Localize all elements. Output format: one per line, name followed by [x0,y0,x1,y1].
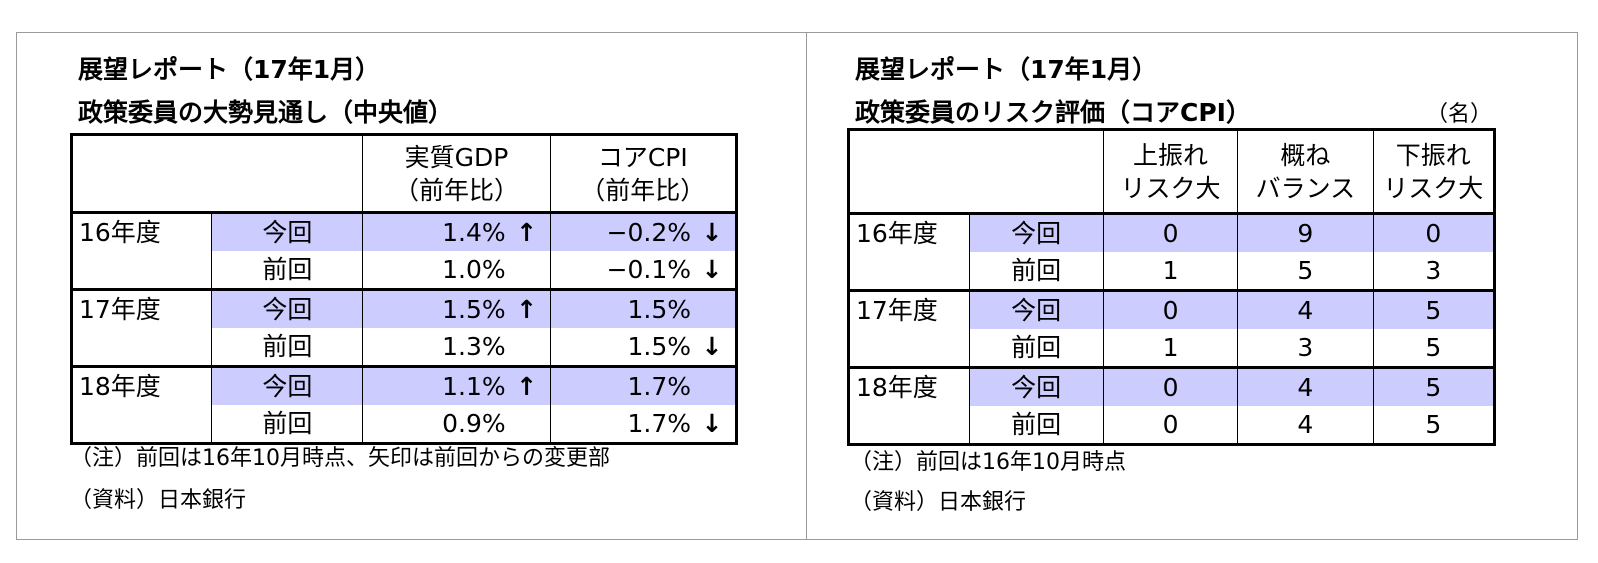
cpi-value: 1.5% [549,289,739,328]
cpi-value: −0.2% ↓ [549,212,739,251]
gdp-value: 1.1% ↑ [362,366,551,405]
figure-frame [16,32,1578,540]
current-label: 今回 [968,290,1104,329]
gdp-header: 実質GDP （前年比） [362,133,551,214]
right-title-line1: 展望レポート（17年1月） [855,55,1158,84]
downside-risk-header: 下振れ リスク大 [1372,128,1497,215]
table-row: 前回 1.3% 1.5% ↓ [72,328,739,368]
year-label: 17年度 [69,289,212,368]
upside-count: 0 [1102,213,1238,252]
table-row: 16年度 今回 0 9 0 [847,213,1497,292]
left-title-line2: 政策委員の大勢見通し（中央値） [78,98,454,127]
balanced-count: 9 [1237,213,1374,252]
downside-count: 5 [1372,329,1497,369]
gdp-value: 0.9% [362,405,551,445]
balanced-count: 3 [1237,329,1374,369]
table-row: 前回 0 4 5 [849,406,1497,446]
gdp-value: 1.5% ↑ [362,289,551,328]
table-row: 16年度 今回 1.4% ↑ −0.2% ↓ [69,212,739,291]
upside-count: 0 [1102,367,1238,406]
gdp-value: 1.4% ↑ [362,212,551,251]
down-arrow-icon: ↓ [701,218,723,247]
right-note: （注）前回は16年10月時点 [850,450,1126,475]
gdp-value: 1.3% [362,328,551,368]
upside-count: 0 [1102,290,1238,329]
down-arrow-icon: ↓ [701,332,723,361]
balanced-header: 概ね バランス [1237,128,1374,215]
risk-header-row: 上振れ リスク大 概ね バランス 下振れ リスク大 [847,128,1497,215]
panel-divider [806,32,807,540]
upside-count: 1 [1102,252,1238,292]
left-title-line1: 展望レポート（17年1月） [78,55,381,84]
downside-count: 5 [1372,290,1497,329]
table-row: 前回 1.0% −0.1% ↓ [72,251,739,291]
balanced-count: 4 [1237,367,1374,406]
down-arrow-icon: ↓ [701,409,723,438]
downside-count: 3 [1372,252,1497,292]
table-row: 前回 0.9% 1.7% ↓ [72,405,739,445]
previous-label: 前回 [968,252,1104,292]
previous-label: 前回 [211,251,363,291]
previous-label: 前回 [968,406,1104,446]
outlook-header-row: 実質GDP （前年比） コアCPI （前年比） [69,133,739,214]
year-label: 18年度 [847,367,970,446]
left-note: （注）前回は16年10月時点、矢印は前回からの変更部 [70,446,610,471]
balanced-count: 5 [1237,252,1374,292]
upside-count: 1 [1102,329,1238,369]
downside-count: 5 [1372,406,1497,446]
year-label: 16年度 [847,213,970,292]
up-arrow-icon: ↑ [516,372,538,401]
up-arrow-icon: ↑ [516,218,538,247]
table-row: 18年度 今回 1.1% ↑ 1.7% [69,366,739,445]
balanced-count: 4 [1237,290,1374,329]
table-row: 前回 1 3 5 [849,329,1497,369]
cpi-header: コアCPI （前年比） [549,133,739,214]
cpi-value: −0.1% ↓ [549,251,739,291]
table-row: 17年度 今回 1.5% ↑ 1.5% [69,289,739,368]
down-arrow-icon: ↓ [701,255,723,284]
upside-count: 0 [1102,406,1238,446]
unit-label: （名） [1426,102,1493,127]
downside-count: 0 [1372,213,1497,252]
year-label: 16年度 [69,212,212,291]
current-label: 今回 [211,366,363,405]
current-label: 今回 [211,212,363,251]
up-arrow-icon: ↑ [516,295,538,324]
cpi-value: 1.7% ↓ [549,405,739,445]
previous-label: 前回 [211,405,363,445]
gdp-value: 1.0% [362,251,551,291]
table-row: 18年度 今回 0 4 5 [847,367,1497,446]
right-source: （資料）日本銀行 [850,490,1027,515]
left-source: （資料）日本銀行 [70,488,247,513]
year-label: 17年度 [847,290,970,369]
cpi-value: 1.7% [549,366,739,405]
outlook-table: 実質GDP （前年比） コアCPI （前年比） 16年度 今回 1.4% ↑ −0.… [69,133,739,445]
table-row: 17年度 今回 0 4 5 [847,290,1497,369]
current-label: 今回 [968,367,1104,406]
table-row: 前回 1 5 3 [849,252,1497,292]
current-label: 今回 [211,289,363,328]
previous-label: 前回 [968,329,1104,369]
current-label: 今回 [968,213,1104,252]
right-title-line2: 政策委員のリスク評価（コアCPI） [855,98,1251,127]
previous-label: 前回 [211,328,363,368]
year-label: 18年度 [69,366,212,445]
balanced-count: 4 [1237,406,1374,446]
risk-table: 上振れ リスク大 概ね バランス 下振れ リスク大 16年度 今回 0 9 0 前回 … [847,128,1497,446]
upside-risk-header: 上振れ リスク大 [1102,128,1238,215]
cpi-value: 1.5% ↓ [549,328,739,368]
downside-count: 5 [1372,367,1497,406]
